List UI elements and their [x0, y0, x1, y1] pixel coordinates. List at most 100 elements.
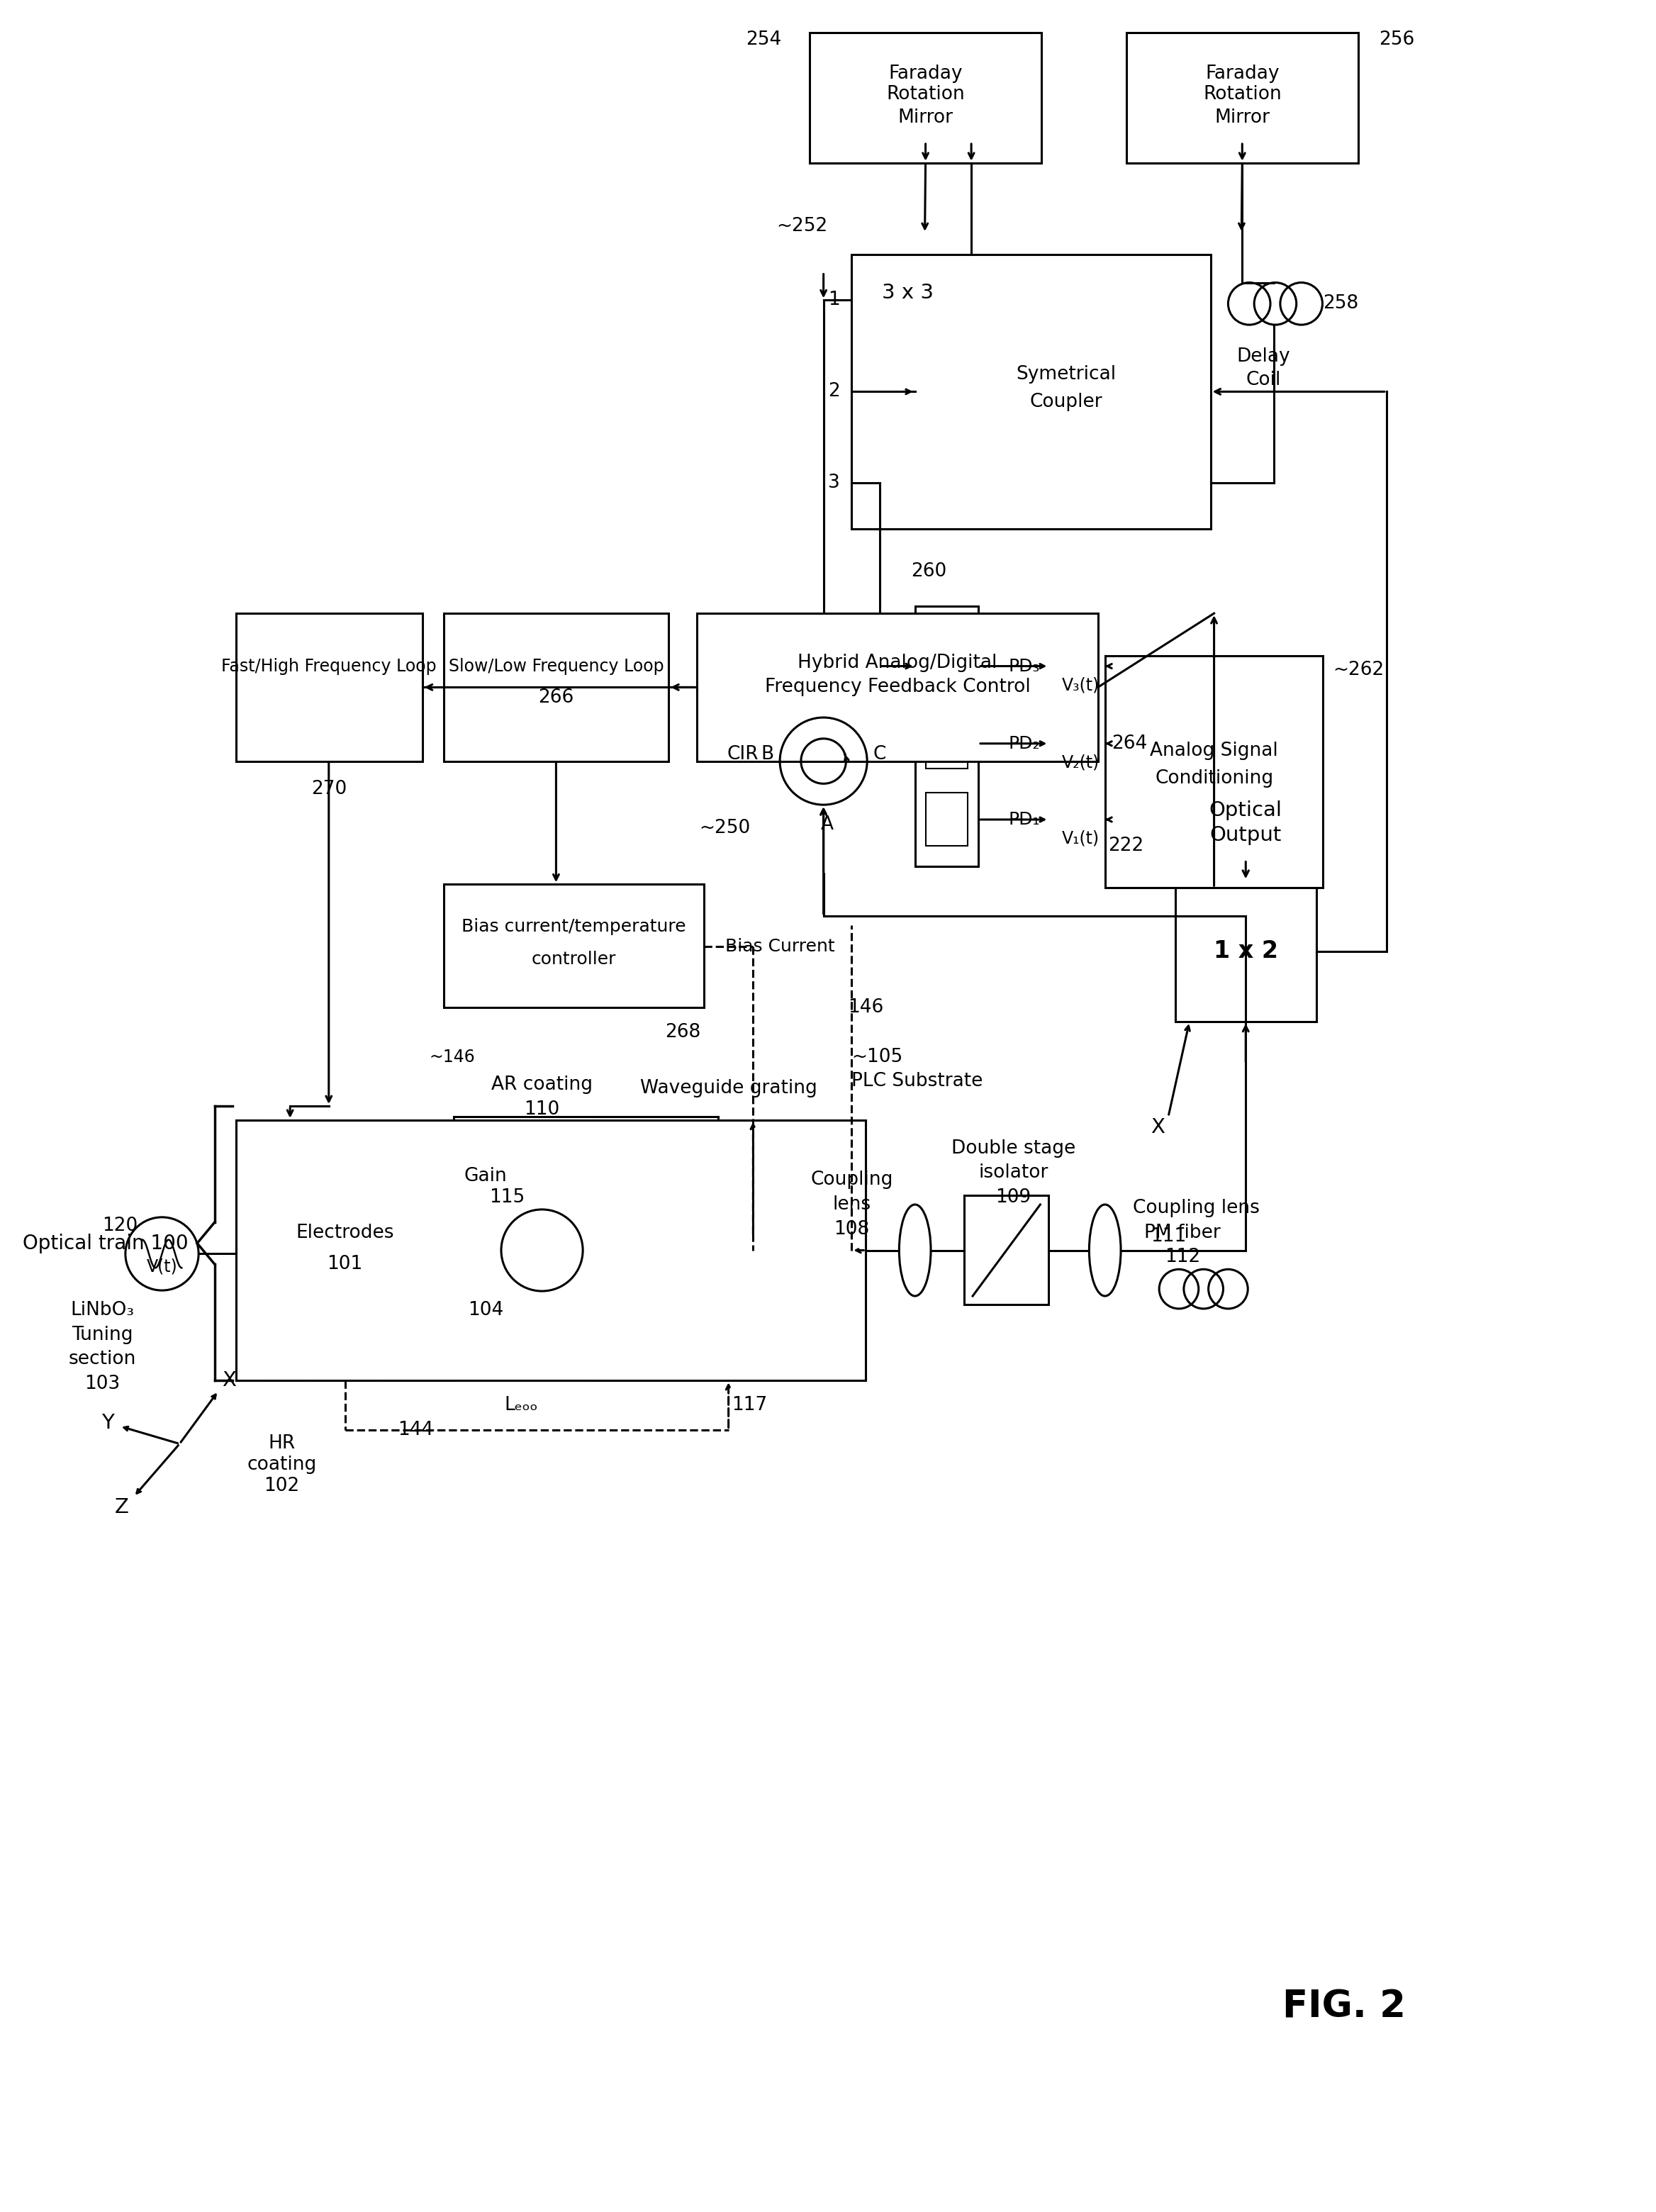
- Text: isolator: isolator: [979, 1164, 1048, 1181]
- Text: V(t): V(t): [146, 1259, 177, 1274]
- Text: ~252: ~252: [777, 217, 828, 234]
- Text: 258: 258: [1323, 294, 1358, 312]
- Text: Coupling lens: Coupling lens: [1133, 1199, 1260, 1217]
- Text: X: X: [222, 1371, 235, 1391]
- Text: 117: 117: [732, 1396, 767, 1413]
- Bar: [964, 1194, 1048, 1305]
- Bar: [1105, 655, 1323, 887]
- Text: Faraday: Faraday: [889, 64, 962, 82]
- Text: C: C: [873, 745, 886, 763]
- Bar: [926, 792, 967, 845]
- Text: A: A: [821, 816, 833, 834]
- Text: coating: coating: [247, 1455, 316, 1473]
- Bar: [444, 885, 704, 1006]
- Text: PD₁: PD₁: [1009, 812, 1040, 827]
- Text: 3: 3: [828, 473, 840, 493]
- Text: Rotation: Rotation: [886, 86, 965, 104]
- Bar: [591, 1119, 866, 1380]
- Text: X: X: [1151, 1117, 1164, 1137]
- Bar: [851, 254, 1211, 529]
- Bar: [1176, 880, 1317, 1022]
- Text: 108: 108: [835, 1221, 869, 1239]
- Text: PM fiber: PM fiber: [1144, 1223, 1220, 1241]
- Text: Hybrid Analog/Digital: Hybrid Analog/Digital: [798, 653, 997, 672]
- Bar: [235, 613, 422, 761]
- Text: Electrodes: Electrodes: [296, 1223, 394, 1241]
- Text: 111: 111: [1151, 1228, 1186, 1245]
- Text: 268: 268: [666, 1022, 700, 1042]
- Bar: [235, 1119, 866, 1380]
- Text: 222: 222: [1108, 836, 1144, 854]
- Bar: [916, 606, 979, 867]
- Text: V₁(t): V₁(t): [1061, 830, 1100, 847]
- Text: 264: 264: [1111, 734, 1148, 752]
- Text: Optical: Optical: [1209, 801, 1282, 821]
- Text: Frequency Feedback Control: Frequency Feedback Control: [765, 679, 1030, 697]
- Text: Output: Output: [1211, 825, 1282, 845]
- Text: 104: 104: [469, 1301, 503, 1318]
- Text: Bias current/temperature: Bias current/temperature: [462, 918, 686, 936]
- Text: Faraday: Faraday: [1206, 64, 1278, 82]
- Text: PD₂: PD₂: [1009, 734, 1040, 752]
- Text: Coil: Coil: [1245, 369, 1280, 389]
- Text: Bias Current: Bias Current: [725, 938, 835, 956]
- Text: Gain: Gain: [464, 1168, 507, 1186]
- Text: AR coating: AR coating: [492, 1075, 593, 1095]
- Bar: [444, 613, 669, 761]
- Text: 266: 266: [538, 688, 575, 708]
- Text: ~262: ~262: [1333, 661, 1384, 679]
- Text: 144: 144: [397, 1420, 434, 1440]
- Text: Slow/Low Frequency Loop: Slow/Low Frequency Loop: [449, 657, 664, 675]
- Text: B: B: [760, 745, 773, 763]
- Text: 1 x 2: 1 x 2: [1214, 940, 1278, 962]
- Text: 110: 110: [525, 1099, 560, 1119]
- Text: Coupling: Coupling: [810, 1170, 893, 1190]
- Text: PLC Substrate: PLC Substrate: [851, 1073, 984, 1091]
- Text: Z: Z: [114, 1498, 129, 1517]
- Bar: [810, 33, 1042, 164]
- Text: 109: 109: [995, 1188, 1032, 1208]
- Text: LiNbO₃: LiNbO₃: [70, 1301, 134, 1318]
- Text: Lₑₒₒ: Lₑₒₒ: [503, 1396, 538, 1413]
- Text: 115: 115: [489, 1188, 525, 1208]
- Text: 260: 260: [911, 562, 947, 580]
- Text: Y: Y: [101, 1413, 114, 1433]
- Text: Rotation: Rotation: [1202, 86, 1282, 104]
- Bar: [235, 1119, 260, 1380]
- Text: Delay: Delay: [1237, 347, 1290, 365]
- Text: 254: 254: [745, 31, 782, 49]
- Text: ~250: ~250: [699, 818, 750, 836]
- Text: 120: 120: [103, 1217, 137, 1234]
- Text: 2: 2: [828, 383, 840, 400]
- Text: 3 x 3: 3 x 3: [883, 283, 934, 303]
- Text: ~105: ~105: [851, 1048, 903, 1066]
- Text: Mirror: Mirror: [1214, 108, 1270, 126]
- Text: Coupler: Coupler: [1030, 394, 1103, 411]
- Text: Fast/High Frequency Loop: Fast/High Frequency Loop: [222, 657, 437, 675]
- Bar: [926, 637, 967, 690]
- Text: Mirror: Mirror: [898, 108, 954, 126]
- Text: V₃(t): V₃(t): [1061, 677, 1100, 695]
- Text: FIG. 2: FIG. 2: [1283, 1989, 1406, 2026]
- Text: 112: 112: [1164, 1248, 1201, 1267]
- Text: 102: 102: [263, 1478, 300, 1495]
- Text: CIR: CIR: [727, 745, 758, 763]
- Ellipse shape: [899, 1206, 931, 1296]
- Text: Optical train 100: Optical train 100: [23, 1234, 189, 1254]
- Text: 146: 146: [848, 998, 884, 1018]
- Text: 103: 103: [84, 1376, 119, 1394]
- Text: Analog Signal: Analog Signal: [1149, 741, 1278, 759]
- Text: V₂(t): V₂(t): [1061, 754, 1100, 772]
- Text: Conditioning: Conditioning: [1154, 770, 1273, 787]
- Text: HR: HR: [268, 1436, 295, 1453]
- Bar: [926, 714, 967, 768]
- Text: 270: 270: [311, 781, 346, 799]
- Text: Double stage: Double stage: [952, 1139, 1076, 1157]
- Text: 1: 1: [828, 292, 840, 310]
- Ellipse shape: [1090, 1206, 1121, 1296]
- Text: Tuning: Tuning: [71, 1325, 132, 1345]
- Text: section: section: [68, 1349, 136, 1369]
- Bar: [697, 613, 1098, 761]
- Text: lens: lens: [833, 1194, 871, 1214]
- Bar: [1126, 33, 1358, 164]
